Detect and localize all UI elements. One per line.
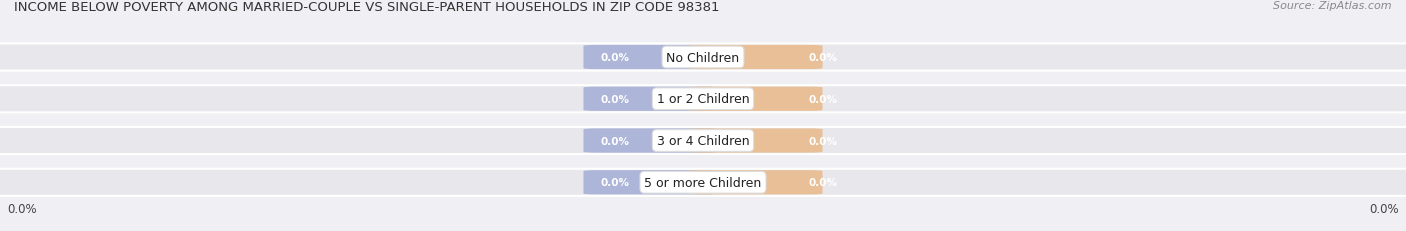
- Text: 0.0%: 0.0%: [808, 94, 837, 104]
- Text: 0.0%: 0.0%: [808, 53, 837, 63]
- Text: 0.0%: 0.0%: [600, 94, 630, 104]
- FancyBboxPatch shape: [583, 170, 717, 195]
- FancyBboxPatch shape: [689, 46, 823, 70]
- FancyBboxPatch shape: [583, 46, 717, 70]
- Text: 0.0%: 0.0%: [7, 203, 37, 216]
- FancyBboxPatch shape: [583, 129, 717, 153]
- FancyBboxPatch shape: [0, 128, 1406, 154]
- Text: 0.0%: 0.0%: [600, 136, 630, 146]
- Text: Source: ZipAtlas.com: Source: ZipAtlas.com: [1274, 1, 1392, 11]
- Text: INCOME BELOW POVERTY AMONG MARRIED-COUPLE VS SINGLE-PARENT HOUSEHOLDS IN ZIP COD: INCOME BELOW POVERTY AMONG MARRIED-COUPL…: [14, 1, 720, 14]
- Text: 1 or 2 Children: 1 or 2 Children: [657, 93, 749, 106]
- FancyBboxPatch shape: [689, 87, 823, 111]
- Text: 5 or more Children: 5 or more Children: [644, 176, 762, 189]
- Text: 0.0%: 0.0%: [600, 177, 630, 188]
- Text: 0.0%: 0.0%: [1369, 203, 1399, 216]
- Text: 0.0%: 0.0%: [600, 53, 630, 63]
- Text: No Children: No Children: [666, 51, 740, 64]
- FancyBboxPatch shape: [0, 169, 1406, 196]
- Text: 0.0%: 0.0%: [808, 136, 837, 146]
- FancyBboxPatch shape: [0, 86, 1406, 113]
- Text: 0.0%: 0.0%: [808, 177, 837, 188]
- FancyBboxPatch shape: [689, 170, 823, 195]
- Text: 3 or 4 Children: 3 or 4 Children: [657, 134, 749, 147]
- FancyBboxPatch shape: [583, 87, 717, 111]
- FancyBboxPatch shape: [0, 44, 1406, 71]
- FancyBboxPatch shape: [689, 129, 823, 153]
